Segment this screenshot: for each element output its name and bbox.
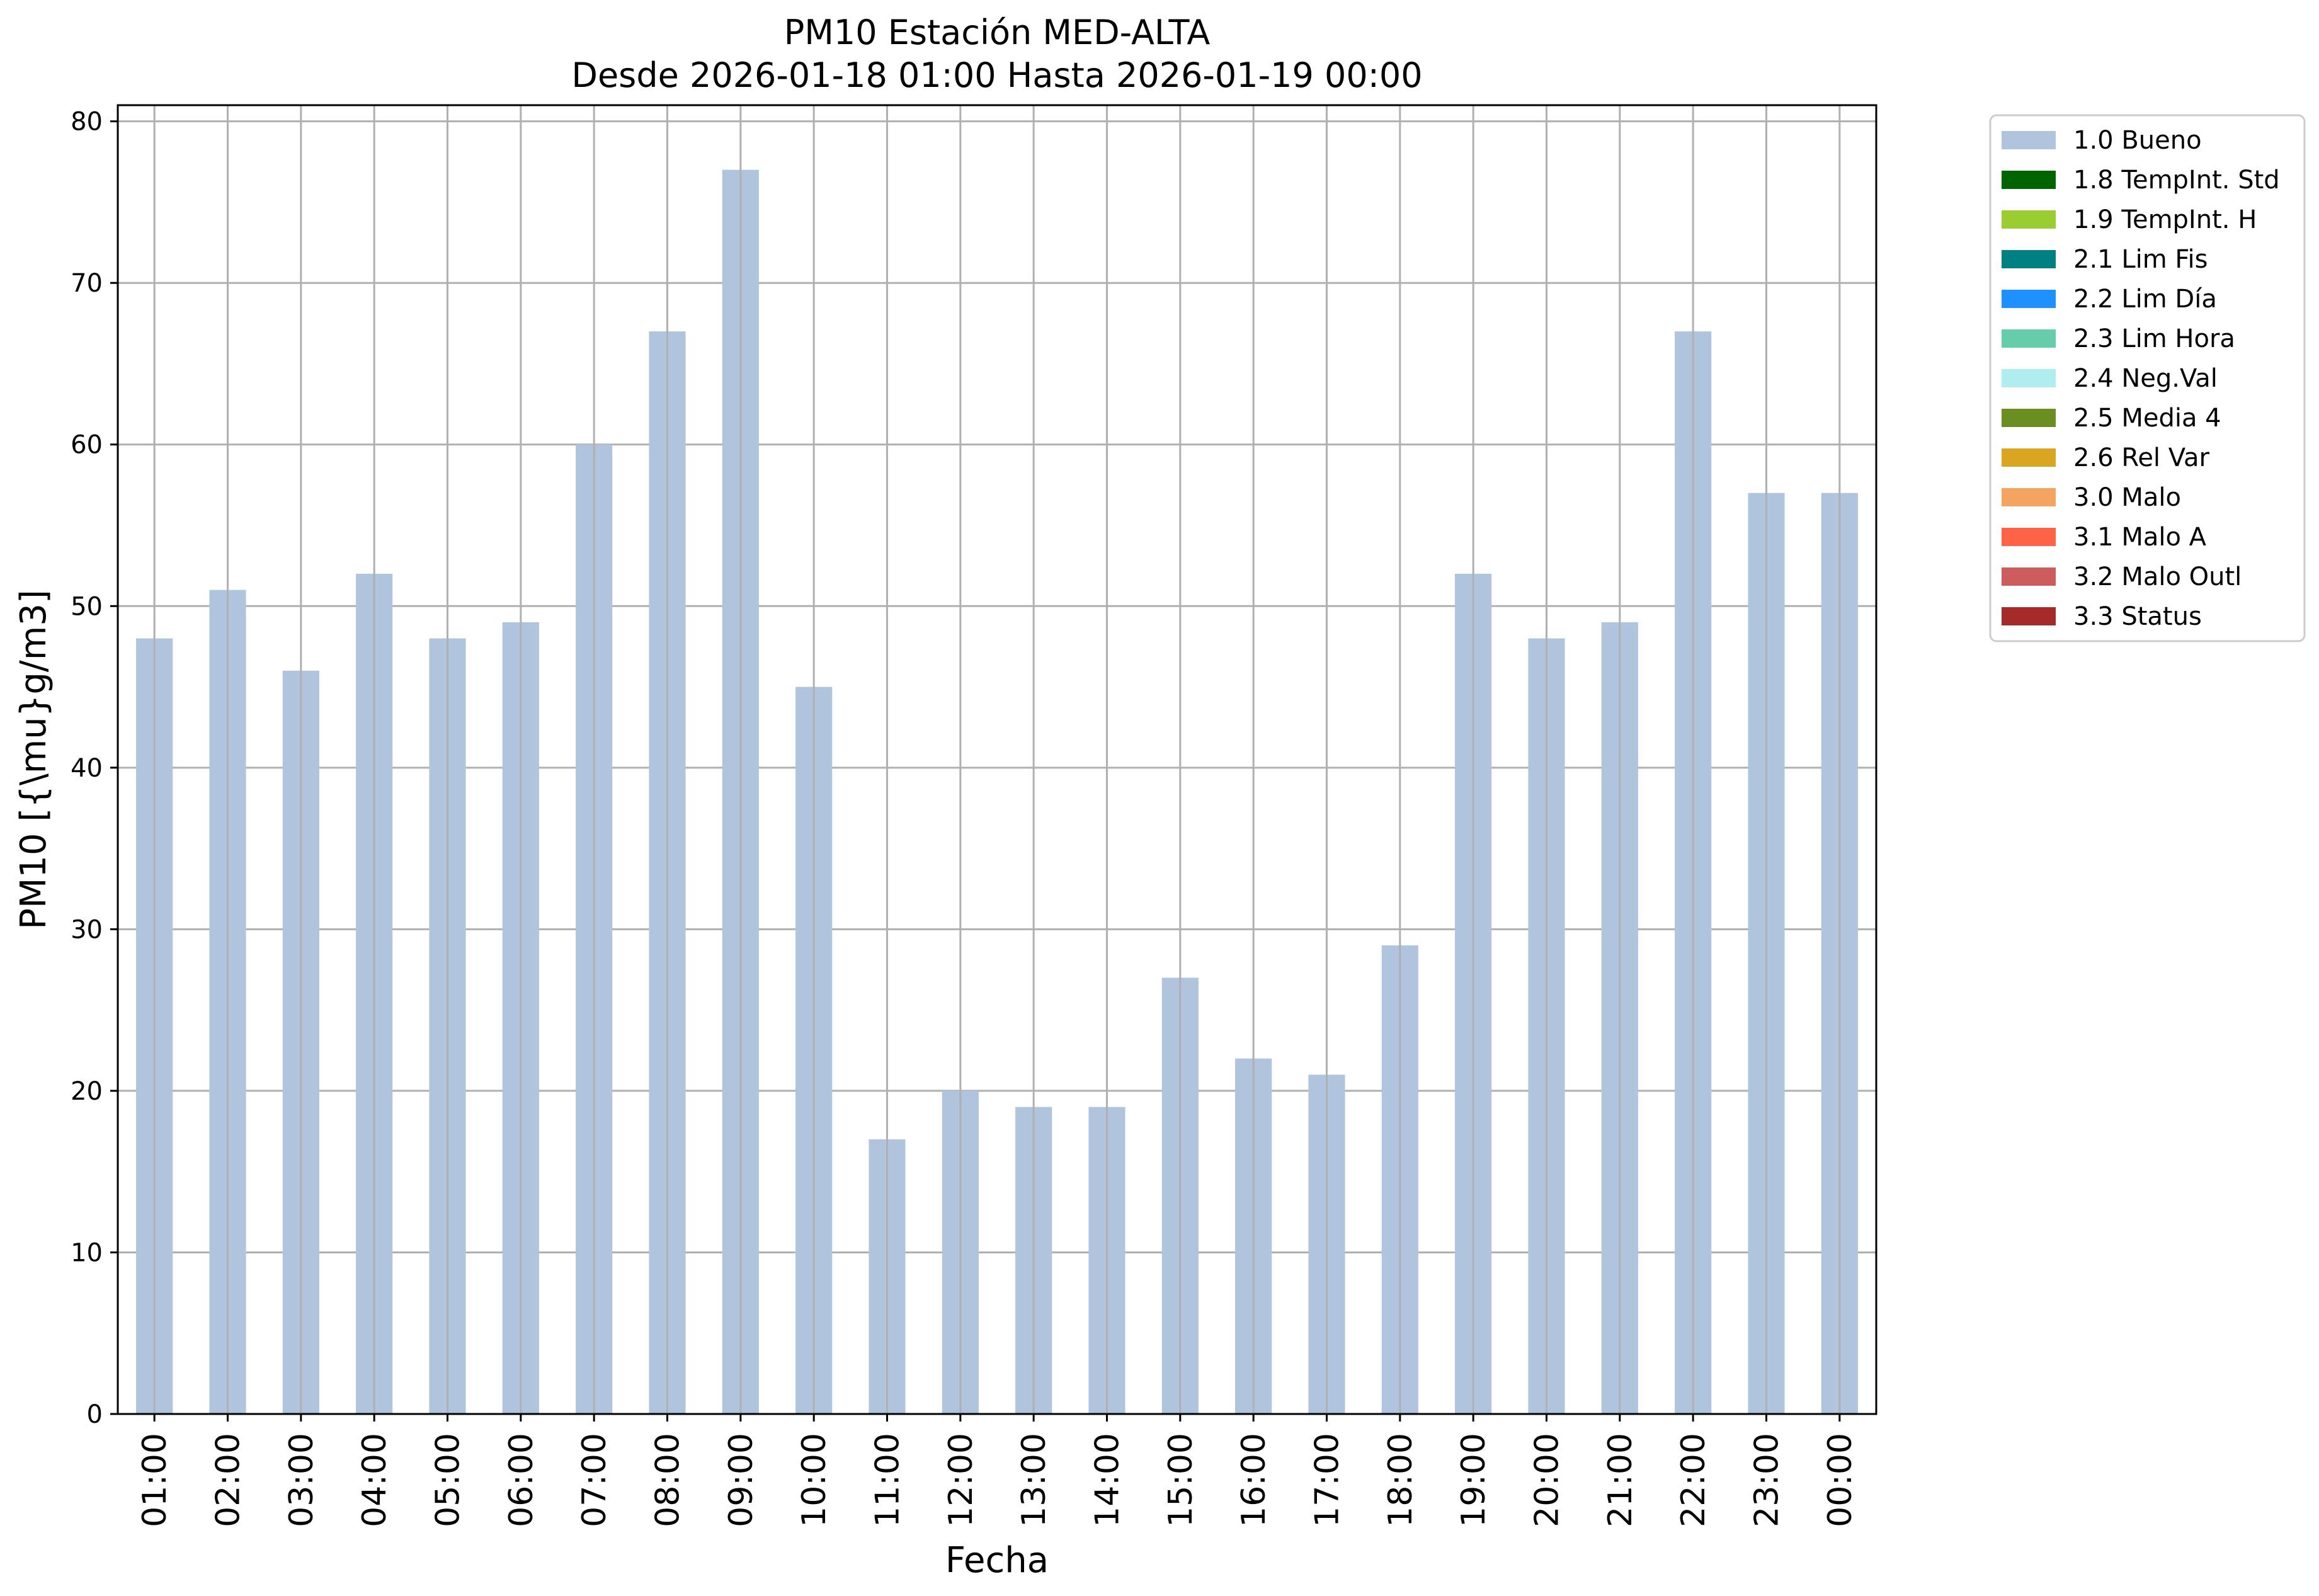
legend-swatch xyxy=(2002,329,2056,348)
y-tick-label: 80 xyxy=(71,108,103,137)
chart-subtitle: Desde 2026-01-18 01:00 Hasta 2026-01-19 … xyxy=(571,55,1422,95)
legend-swatch xyxy=(2002,369,2056,387)
x-tick-label: 19:00 xyxy=(1455,1433,1493,1527)
y-tick-label: 50 xyxy=(71,592,103,621)
x-tick-label: 14:00 xyxy=(1089,1433,1127,1527)
legend-label: 1.0 Bueno xyxy=(2073,126,2202,155)
x-tick-label: 22:00 xyxy=(1675,1433,1712,1527)
chart-title: PM10 Estación MED-ALTA xyxy=(784,13,1211,52)
legend-swatch xyxy=(2002,567,2056,586)
x-tick-label: 00:00 xyxy=(1821,1433,1859,1527)
legend-swatch xyxy=(2002,171,2056,189)
x-tick-label: 12:00 xyxy=(942,1433,980,1527)
y-axis: 0 10 20 30 40 50 60 70 80 xyxy=(71,108,118,1429)
plot-frame xyxy=(117,104,1877,1415)
legend-swatch xyxy=(2002,448,2056,467)
x-tick-label: 02:00 xyxy=(210,1433,248,1527)
x-tick-label: 10:00 xyxy=(795,1433,833,1527)
legend-swatch xyxy=(2002,250,2056,268)
x-tick-label: 07:00 xyxy=(576,1433,613,1527)
x-tick-label: 05:00 xyxy=(430,1433,467,1527)
x-tick-label: 17:00 xyxy=(1309,1433,1347,1527)
legend-swatch xyxy=(2002,488,2056,506)
x-tick-label: 23:00 xyxy=(1748,1433,1786,1527)
legend-label: 3.2 Malo Outl xyxy=(2073,562,2242,591)
x-tick-label: 13:00 xyxy=(1015,1433,1053,1527)
legend-swatch xyxy=(2002,409,2056,427)
legend-label: 2.4 Neg.Val xyxy=(2073,364,2218,393)
y-axis-label: PM10 [{\mu}g/m3] xyxy=(13,590,54,930)
legend: 1.0 Bueno 1.8 TempInt. Std 1.9 TempInt. H 2… xyxy=(1989,114,2306,642)
legend-swatch xyxy=(2002,607,2056,625)
legend-frame xyxy=(1989,114,2306,642)
legend-label: 3.1 Malo A xyxy=(2073,523,2207,552)
legend-swatch xyxy=(2002,290,2056,308)
x-tick-label: 03:00 xyxy=(283,1433,321,1527)
y-tick-label: 10 xyxy=(71,1238,103,1267)
x-tick-label: 20:00 xyxy=(1529,1433,1566,1527)
legend-label: 1.8 TempInt. Std xyxy=(2073,166,2280,195)
x-tick-label: 11:00 xyxy=(869,1433,907,1527)
legend-label: 2.6 Rel Var xyxy=(2073,443,2210,472)
x-tick-label: 01:00 xyxy=(136,1433,174,1527)
legend-label: 2.5 Media 4 xyxy=(2073,404,2221,433)
legend-label: 3.0 Malo xyxy=(2073,483,2181,512)
x-tick-label: 21:00 xyxy=(1602,1433,1639,1527)
grid-lines xyxy=(118,120,1876,1415)
x-tick-label: 04:00 xyxy=(356,1433,394,1527)
x-tick-label: 06:00 xyxy=(503,1433,540,1527)
legend-label: 2.1 Lim Fis xyxy=(2073,245,2208,274)
y-tick-label: 20 xyxy=(71,1077,103,1106)
legend-swatch xyxy=(2002,210,2056,229)
x-axis-label: Fecha xyxy=(945,1540,1049,1581)
legend-swatch xyxy=(2002,131,2056,149)
vertical-grid-lines xyxy=(153,105,1841,1414)
legend-label: 2.2 Lim Día xyxy=(2073,285,2217,314)
x-tick-label: 16:00 xyxy=(1235,1433,1273,1527)
x-tick-label: 08:00 xyxy=(649,1433,687,1527)
y-tick-label: 60 xyxy=(71,431,103,460)
y-tick-label: 30 xyxy=(71,915,103,944)
x-tick-label: 09:00 xyxy=(722,1433,760,1527)
x-tick-label: 15:00 xyxy=(1162,1433,1200,1527)
legend-label: 1.9 TempInt. H xyxy=(2073,205,2257,234)
y-tick-label: 40 xyxy=(71,754,103,783)
x-axis: 01:00 02:00 03:00 04:00 05:00 06:00 07:00 08:00… xyxy=(136,1414,1859,1527)
y-tick-label: 70 xyxy=(71,269,103,298)
legend-swatch xyxy=(2002,528,2056,546)
legend-label: 2.3 Lim Hora xyxy=(2073,324,2235,353)
x-tick-label: 18:00 xyxy=(1382,1433,1420,1527)
y-tick-label: 0 xyxy=(87,1400,103,1429)
legend-label: 3.3 Status xyxy=(2073,602,2202,631)
